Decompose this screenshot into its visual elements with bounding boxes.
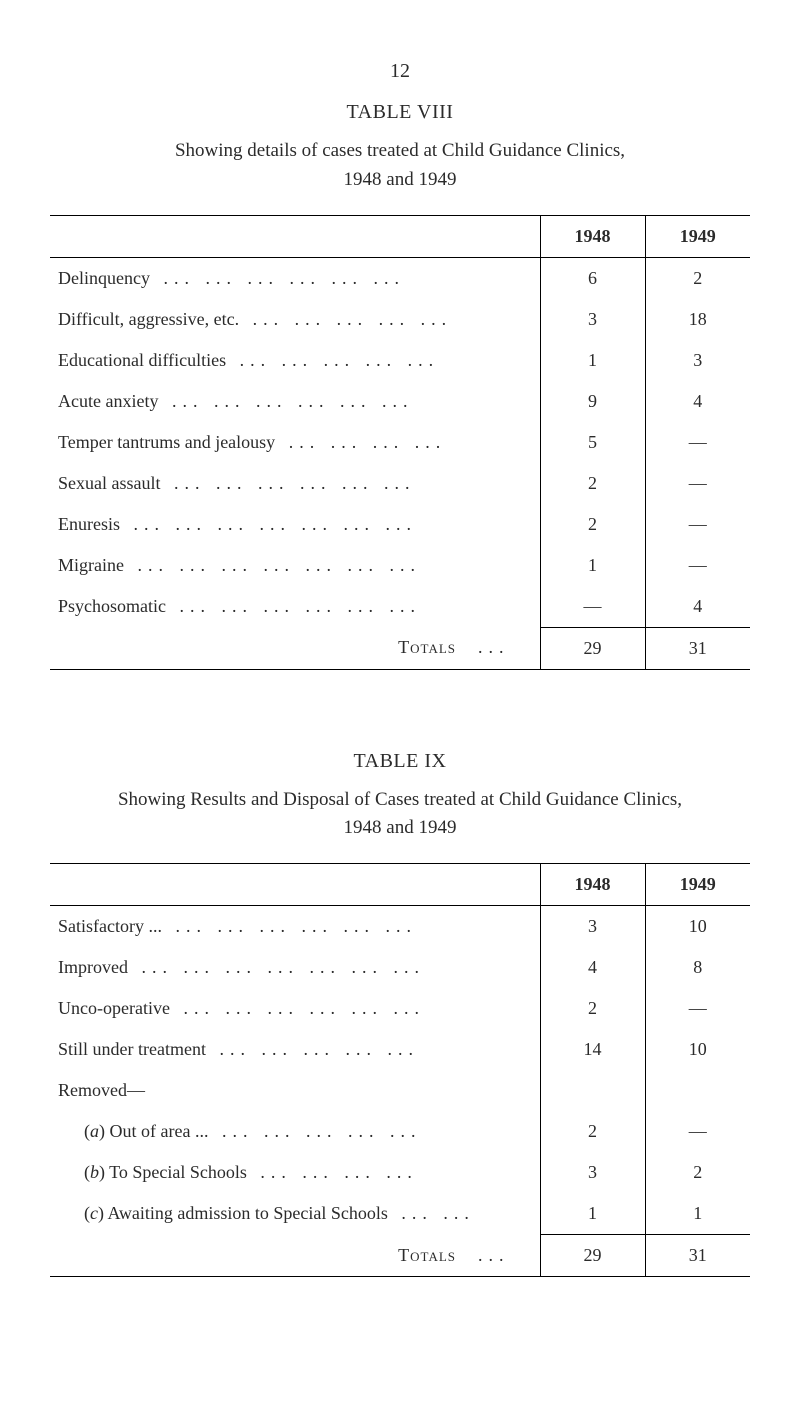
- table9-caption: Showing Results and Disposal of Cases tr…: [90, 787, 710, 814]
- table9-row-label: Unco-operative ... ... ... ... ... ...: [50, 988, 540, 1029]
- table8-row-label: Sexual assault ... ... ... ... ... ...: [50, 463, 540, 504]
- table9-row: Still under treatment ... ... ... ... ..…: [50, 1029, 750, 1070]
- table9-row-label: (a) Out of area ... ... ... ... ... ...: [50, 1111, 540, 1152]
- table8-subcaption: 1948 and 1949: [50, 169, 750, 191]
- table9-row-v1: 3: [540, 1152, 645, 1193]
- table8-totals-row: Totals ... 29 31: [50, 627, 750, 669]
- table8-row-v2: 18: [645, 299, 750, 340]
- table9-row-label: Still under treatment ... ... ... ... ..…: [50, 1029, 540, 1070]
- table8-row-v1: 3: [540, 299, 645, 340]
- table9-row-v1: 2: [540, 1111, 645, 1152]
- table8-row-v1: 2: [540, 504, 645, 545]
- table8-header-1949: 1949: [645, 215, 750, 257]
- table8-row-label: Educational difficulties ... ... ... ...…: [50, 340, 540, 381]
- table9-row-v2: —: [645, 1111, 750, 1152]
- table9-row: (c) Awaiting admission to Special School…: [50, 1193, 750, 1235]
- table8-row-v2: 2: [645, 257, 750, 299]
- table9: 1948 1949 Satisfactory ... ... ... ... .…: [50, 863, 750, 1277]
- table9-row-v2: 1: [645, 1193, 750, 1235]
- table9-row-v2: 10: [645, 1029, 750, 1070]
- table8-row: Enuresis ... ... ... ... ... ... ...2—: [50, 504, 750, 545]
- table8-caption: Showing details of cases treated at Chil…: [90, 138, 710, 165]
- table8-row-v2: —: [645, 463, 750, 504]
- table8-row: Delinquency ... ... ... ... ... ...62: [50, 257, 750, 299]
- table8-total-1949: 31: [645, 627, 750, 669]
- table9-title: TABLE IX: [50, 750, 750, 773]
- table9-row-v1: 3: [540, 906, 645, 948]
- table9-header-row: 1948 1949: [50, 864, 750, 906]
- table9-row-v2: 2: [645, 1152, 750, 1193]
- table8-header-row: 1948 1949: [50, 215, 750, 257]
- table8-row-v2: 3: [645, 340, 750, 381]
- table8-totals-label: Totals ...: [50, 627, 540, 669]
- table8-row-v1: 1: [540, 340, 645, 381]
- table8-row: Temper tantrums and jealousy ... ... ...…: [50, 422, 750, 463]
- table9-row-label: (c) Awaiting admission to Special School…: [50, 1193, 540, 1235]
- table9-row: Removed—: [50, 1070, 750, 1111]
- table9-row-v1: 1: [540, 1193, 645, 1235]
- table8-row: Migraine ... ... ... ... ... ... ...1—: [50, 545, 750, 586]
- table9-row-v2: [645, 1070, 750, 1111]
- page-number: 12: [50, 60, 750, 83]
- table9-totals-label: Totals ...: [50, 1235, 540, 1277]
- table9-row-label: Removed—: [50, 1070, 540, 1111]
- table9-row: Unco-operative ... ... ... ... ... ...2—: [50, 988, 750, 1029]
- table8-row-v2: 4: [645, 586, 750, 628]
- table9-row-v2: 10: [645, 906, 750, 948]
- table9-header-blank: [50, 864, 540, 906]
- table8-row-v1: —: [540, 586, 645, 628]
- table9-row-label: Improved ... ... ... ... ... ... ...: [50, 947, 540, 988]
- table9-row-label: (b) To Special Schools ... ... ... ...: [50, 1152, 540, 1193]
- table8-header-blank: [50, 215, 540, 257]
- table9-row-v2: 8: [645, 947, 750, 988]
- table9-row: Improved ... ... ... ... ... ... ...48: [50, 947, 750, 988]
- table8-row-label: Enuresis ... ... ... ... ... ... ...: [50, 504, 540, 545]
- table8-row: Difficult, aggressive, etc. ... ... ... …: [50, 299, 750, 340]
- table9-row: (b) To Special Schools ... ... ... ...32: [50, 1152, 750, 1193]
- table8-row-v2: —: [645, 422, 750, 463]
- table9-row: (a) Out of area ... ... ... ... ... ...2…: [50, 1111, 750, 1152]
- table8-title: TABLE VIII: [50, 101, 750, 124]
- table9-row-v1: [540, 1070, 645, 1111]
- table9-header-1949: 1949: [645, 864, 750, 906]
- table9-header-1948: 1948: [540, 864, 645, 906]
- table8-row: Educational difficulties ... ... ... ...…: [50, 340, 750, 381]
- table9-row: Satisfactory ... ... ... ... ... ... ...…: [50, 906, 750, 948]
- table9-totals-row: Totals ... 29 31: [50, 1235, 750, 1277]
- table8-row: Psychosomatic ... ... ... ... ... ...—4: [50, 586, 750, 628]
- table9-row-label: Satisfactory ... ... ... ... ... ... ...: [50, 906, 540, 948]
- table9-subcaption: 1948 and 1949: [50, 817, 750, 839]
- table8-row-v1: 5: [540, 422, 645, 463]
- table8-row-label: Delinquency ... ... ... ... ... ...: [50, 257, 540, 299]
- table8-row: Sexual assault ... ... ... ... ... ...2—: [50, 463, 750, 504]
- table8-row-label: Temper tantrums and jealousy ... ... ...…: [50, 422, 540, 463]
- table8-row-label: Acute anxiety ... ... ... ... ... ...: [50, 381, 540, 422]
- table9-total-1949: 31: [645, 1235, 750, 1277]
- table8: 1948 1949 Delinquency ... ... ... ... ..…: [50, 215, 750, 670]
- table8-row-v2: —: [645, 545, 750, 586]
- table8-row-v1: 2: [540, 463, 645, 504]
- table9-total-1948: 29: [540, 1235, 645, 1277]
- table8-row-v1: 1: [540, 545, 645, 586]
- table9-row-v1: 14: [540, 1029, 645, 1070]
- table8-header-1948: 1948: [540, 215, 645, 257]
- table8-row: Acute anxiety ... ... ... ... ... ...94: [50, 381, 750, 422]
- table8-row-label: Migraine ... ... ... ... ... ... ...: [50, 545, 540, 586]
- table8-total-1948: 29: [540, 627, 645, 669]
- table8-row-label: Difficult, aggressive, etc. ... ... ... …: [50, 299, 540, 340]
- table8-row-v1: 6: [540, 257, 645, 299]
- table9-row-v1: 4: [540, 947, 645, 988]
- table9-row-v2: —: [645, 988, 750, 1029]
- table9-row-v1: 2: [540, 988, 645, 1029]
- table8-row-label: Psychosomatic ... ... ... ... ... ...: [50, 586, 540, 628]
- table8-row-v2: 4: [645, 381, 750, 422]
- table8-row-v1: 9: [540, 381, 645, 422]
- table8-row-v2: —: [645, 504, 750, 545]
